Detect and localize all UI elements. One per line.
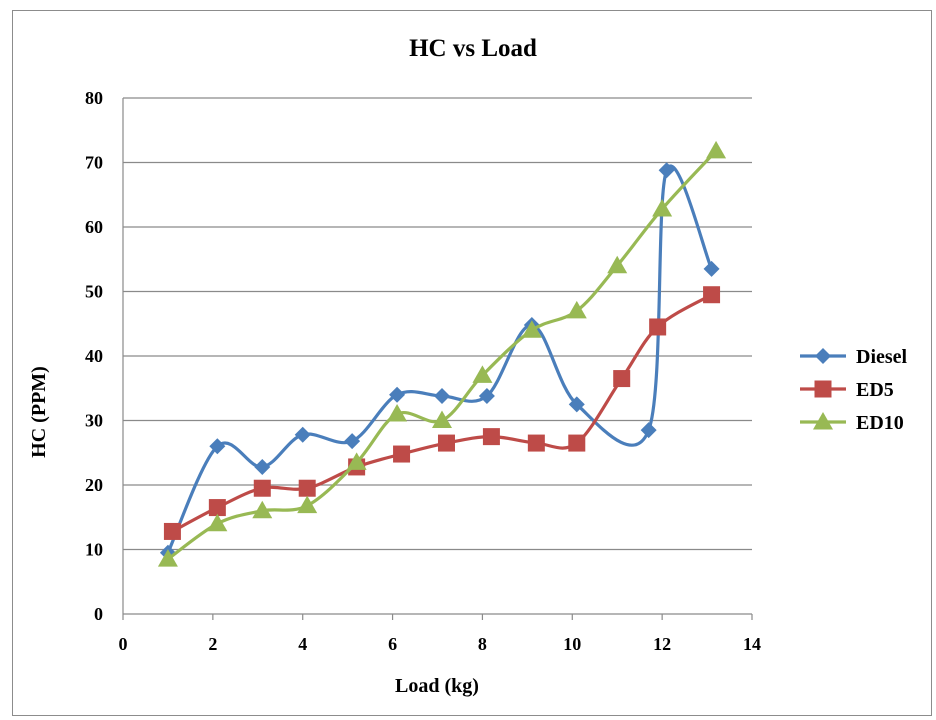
- data-point-ed5: [208, 499, 226, 517]
- y-tick-label: 50: [85, 282, 103, 302]
- legend-marker-diesel: [815, 348, 831, 364]
- data-point-diesel: [209, 438, 226, 455]
- data-point-ed10: [521, 320, 542, 338]
- data-point-diesel: [389, 386, 406, 403]
- data-point-ed5: [393, 445, 411, 463]
- x-tick-label: 2: [208, 634, 217, 654]
- legend-label-ed5: ED5: [856, 379, 894, 401]
- y-tick-label: 20: [85, 475, 103, 495]
- data-point-ed10: [346, 452, 367, 470]
- series-diesel: [159, 162, 720, 561]
- data-point-ed5: [298, 479, 316, 497]
- y-tick-label: 70: [85, 153, 103, 173]
- legend-item-ed5: ED5: [800, 379, 894, 401]
- series-line-diesel: [166, 164, 714, 554]
- y-tick-label: 30: [85, 411, 103, 431]
- chart-title: HC vs Load: [409, 35, 537, 62]
- data-point-ed5: [649, 318, 667, 336]
- data-point-ed5: [613, 370, 631, 388]
- x-axis-title: Load (kg): [395, 675, 479, 697]
- legend: Diesel ED5 ED10: [800, 346, 908, 434]
- series-layer: [157, 140, 727, 567]
- data-point-ed10: [252, 500, 273, 519]
- legend-item-ed10: ED10: [800, 412, 904, 434]
- data-point-ed10: [566, 300, 587, 319]
- series-line-ed10: [166, 149, 718, 561]
- data-point-ed5: [253, 479, 271, 497]
- data-point-ed10: [706, 140, 727, 159]
- axes: 0 10 20 30 40 50 60 70 80 0 2 4 6 8 10 12 14: [85, 88, 761, 654]
- y-tick-label: 40: [85, 346, 103, 366]
- x-tick-label: 4: [298, 634, 307, 654]
- legend-marker-ed10: [813, 412, 833, 430]
- y-tick-label: 80: [85, 88, 103, 108]
- data-point-diesel: [658, 162, 675, 179]
- x-tick-label: 12: [653, 634, 671, 654]
- x-tick-label: 14: [743, 634, 761, 654]
- data-point-ed10: [297, 495, 318, 514]
- data-point-diesel: [640, 422, 657, 439]
- data-point-ed5: [568, 434, 586, 452]
- y-tick-label: 0: [94, 604, 103, 624]
- data-point-ed5: [437, 434, 455, 452]
- data-point-ed10: [431, 410, 452, 428]
- data-point-ed10: [472, 365, 493, 383]
- y-tick-label: 60: [85, 217, 103, 237]
- data-point-diesel: [703, 260, 720, 277]
- series-ed10: [157, 140, 727, 567]
- data-point-diesel: [294, 426, 311, 443]
- x-tick-label: 6: [388, 634, 397, 654]
- y-tick-label: 10: [85, 540, 103, 560]
- x-tick-label: 10: [563, 634, 581, 654]
- data-point-ed10: [387, 404, 408, 422]
- data-point-ed5: [482, 428, 500, 446]
- data-point-diesel: [433, 387, 450, 404]
- chart-frame: [12, 10, 932, 716]
- data-point-ed10: [157, 549, 178, 567]
- x-tick-label: 8: [478, 634, 487, 654]
- data-point-diesel: [254, 458, 271, 475]
- data-point-ed10: [207, 513, 228, 532]
- data-point-diesel: [478, 387, 495, 404]
- y-axis-title: HC (PPM): [28, 366, 50, 458]
- data-point-ed5: [527, 434, 545, 452]
- legend-item-diesel: Diesel: [800, 346, 908, 368]
- data-point-diesel: [344, 433, 361, 450]
- data-point-ed5: [163, 522, 181, 540]
- data-point-ed5: [703, 286, 721, 304]
- legend-marker-ed5: [814, 380, 832, 398]
- legend-label-ed10: ED10: [856, 412, 904, 434]
- data-point-ed10: [607, 255, 628, 274]
- x-tick-label: 0: [119, 634, 128, 654]
- data-point-diesel: [568, 396, 585, 413]
- legend-label-diesel: Diesel: [856, 346, 908, 368]
- data-point-ed10: [652, 198, 673, 217]
